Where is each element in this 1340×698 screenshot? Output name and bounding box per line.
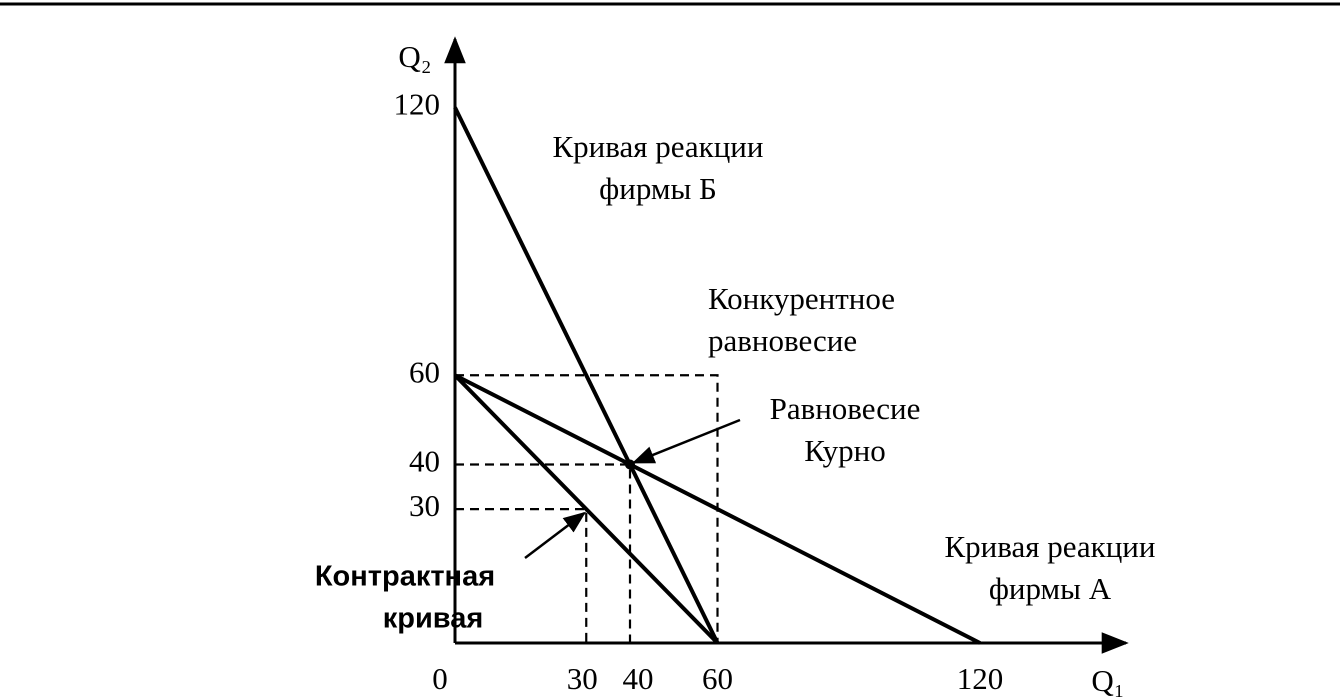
x-axis-label: Q₁ [1091, 663, 1124, 698]
annotation-arrow [631, 418, 741, 464]
y-axis-label: Q₂ [398, 39, 431, 74]
y-tick-label: 30 [409, 488, 440, 523]
x-tick-label: 40 [623, 661, 654, 696]
x-tick-label: 120 [957, 661, 1004, 696]
annotation: Курно [804, 433, 885, 468]
guide-line [455, 374, 719, 643]
annotation-arrow [524, 511, 587, 559]
annotation: Конкурентное [708, 281, 895, 316]
annotation: фирмы А [989, 571, 1112, 606]
annotation: Контрактная [315, 561, 495, 593]
annotation: Кривая реакции [945, 529, 1156, 564]
x-tick-label: 0 [432, 661, 448, 696]
curve [453, 106, 720, 644]
annotation: Равновесие [770, 391, 921, 426]
annotation: равновесие [708, 323, 857, 358]
annotation: кривая [383, 603, 484, 635]
y-tick-label: 60 [409, 354, 440, 389]
y-tick-label: 40 [409, 444, 440, 479]
equilibrium-point [625, 459, 635, 470]
y-tick-label: 120 [394, 87, 441, 122]
x-tick-label: 30 [567, 661, 598, 696]
annotation: фирмы Б [599, 171, 717, 206]
curve [453, 373, 719, 645]
x-tick-label: 60 [702, 661, 733, 696]
annotation: Кривая реакции [553, 129, 764, 164]
